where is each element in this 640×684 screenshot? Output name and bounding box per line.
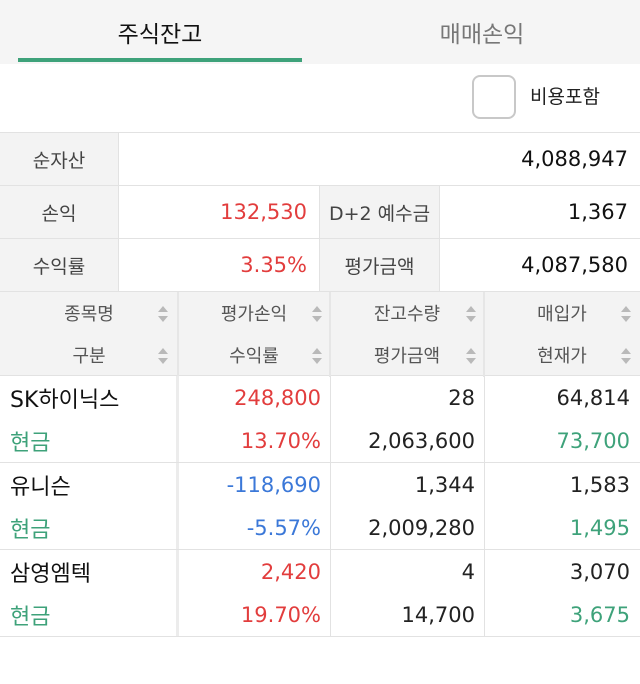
balance-qty: 28 [448, 385, 475, 410]
return-row: 수익률 3.35% 평가금액 4,087,580 [0, 238, 640, 291]
eval-amount: 2,009,280 [368, 515, 475, 540]
sort-icon[interactable] [312, 348, 322, 364]
tab-trading-pnl[interactable]: 매매손익 [439, 22, 525, 48]
return-rate: 19.70% [240, 602, 321, 627]
buy-price: 3,070 [569, 559, 630, 584]
deposit-label: D+2 예수금 [320, 186, 439, 238]
account-type: 현금 [10, 430, 51, 456]
return-label: 수익률 [0, 239, 118, 291]
net-assets-label: 순자산 [0, 133, 118, 185]
active-tab-indicator [18, 58, 302, 62]
table-row[interactable]: 삼영엠텍 현금 2,420 19.70% 4 14,700 3,070 3,67… [0, 550, 640, 637]
pnl-row: 손익 132,530 D+2 예수금 1,367 [0, 185, 640, 238]
stock-name: SK하이닉스 [10, 387, 120, 413]
sort-icon[interactable] [466, 348, 476, 364]
eval-pnl: -118,690 [226, 472, 321, 497]
eval-label: 평가금액 [320, 239, 439, 291]
pnl-value: 132,530 [220, 200, 307, 224]
sort-icon[interactable] [158, 306, 168, 322]
net-assets-row: 순자산 4,088,947 [0, 132, 640, 185]
return-rate: -5.57% [246, 515, 321, 540]
eval-pnl: 248,800 [234, 385, 321, 410]
eval-value: 4,087,580 [521, 253, 628, 277]
balance-qty: 4 [461, 559, 475, 584]
col-balance-qty[interactable]: 잔고수량 [373, 304, 441, 325]
col-stock-name[interactable]: 종목명 [64, 304, 114, 325]
buy-price: 64,814 [556, 385, 630, 410]
tab-bar: 주식잔고 매매손익 [0, 0, 640, 64]
options-row: 비용포함 [0, 64, 640, 132]
include-cost-label: 비용포함 [530, 86, 600, 108]
col-current-price[interactable]: 현재가 [537, 346, 587, 367]
sort-icon[interactable] [621, 306, 631, 322]
deposit-value: 1,367 [567, 200, 628, 224]
include-cost-checkbox[interactable] [472, 75, 516, 119]
account-type: 현금 [10, 604, 51, 630]
sort-icon[interactable] [466, 306, 476, 322]
table-row[interactable]: SK하이닉스 현금 248,800 13.70% 28 2,063,600 64… [0, 376, 640, 463]
col-eval-amount[interactable]: 평가금액 [373, 346, 441, 367]
sort-icon[interactable] [158, 348, 168, 364]
table-row[interactable]: 유니슨 현금 -118,690 -5.57% 1,344 2,009,280 1… [0, 463, 640, 550]
sort-icon[interactable] [621, 348, 631, 364]
holdings-table-header: 종목명 평가손익 잔고수량 매입가 구분 수익률 평가금액 현재가 [0, 291, 640, 377]
net-assets-value: 4,088,947 [521, 147, 628, 171]
col-buy-price[interactable]: 매입가 [537, 304, 587, 325]
eval-amount: 14,700 [401, 602, 475, 627]
col-eval-pnl[interactable]: 평가손익 [220, 304, 288, 325]
stock-name: 유니슨 [10, 474, 71, 500]
eval-amount: 2,063,600 [368, 428, 475, 453]
tab-stock-balance[interactable]: 주식잔고 [117, 22, 203, 48]
col-return[interactable]: 수익률 [229, 346, 279, 367]
eval-pnl: 2,420 [260, 559, 321, 584]
account-type: 현금 [10, 517, 51, 543]
return-rate: 13.70% [240, 428, 321, 453]
balance-qty: 1,344 [414, 472, 475, 497]
current-price: 3,675 [569, 602, 630, 627]
pnl-label: 손익 [0, 186, 118, 238]
sort-icon[interactable] [312, 306, 322, 322]
col-type[interactable]: 구분 [72, 346, 106, 367]
buy-price: 1,583 [569, 472, 630, 497]
stock-name: 삼영엠텍 [10, 561, 91, 587]
current-price: 1,495 [569, 515, 630, 540]
current-price: 73,700 [556, 428, 630, 453]
return-value: 3.35% [240, 253, 307, 277]
